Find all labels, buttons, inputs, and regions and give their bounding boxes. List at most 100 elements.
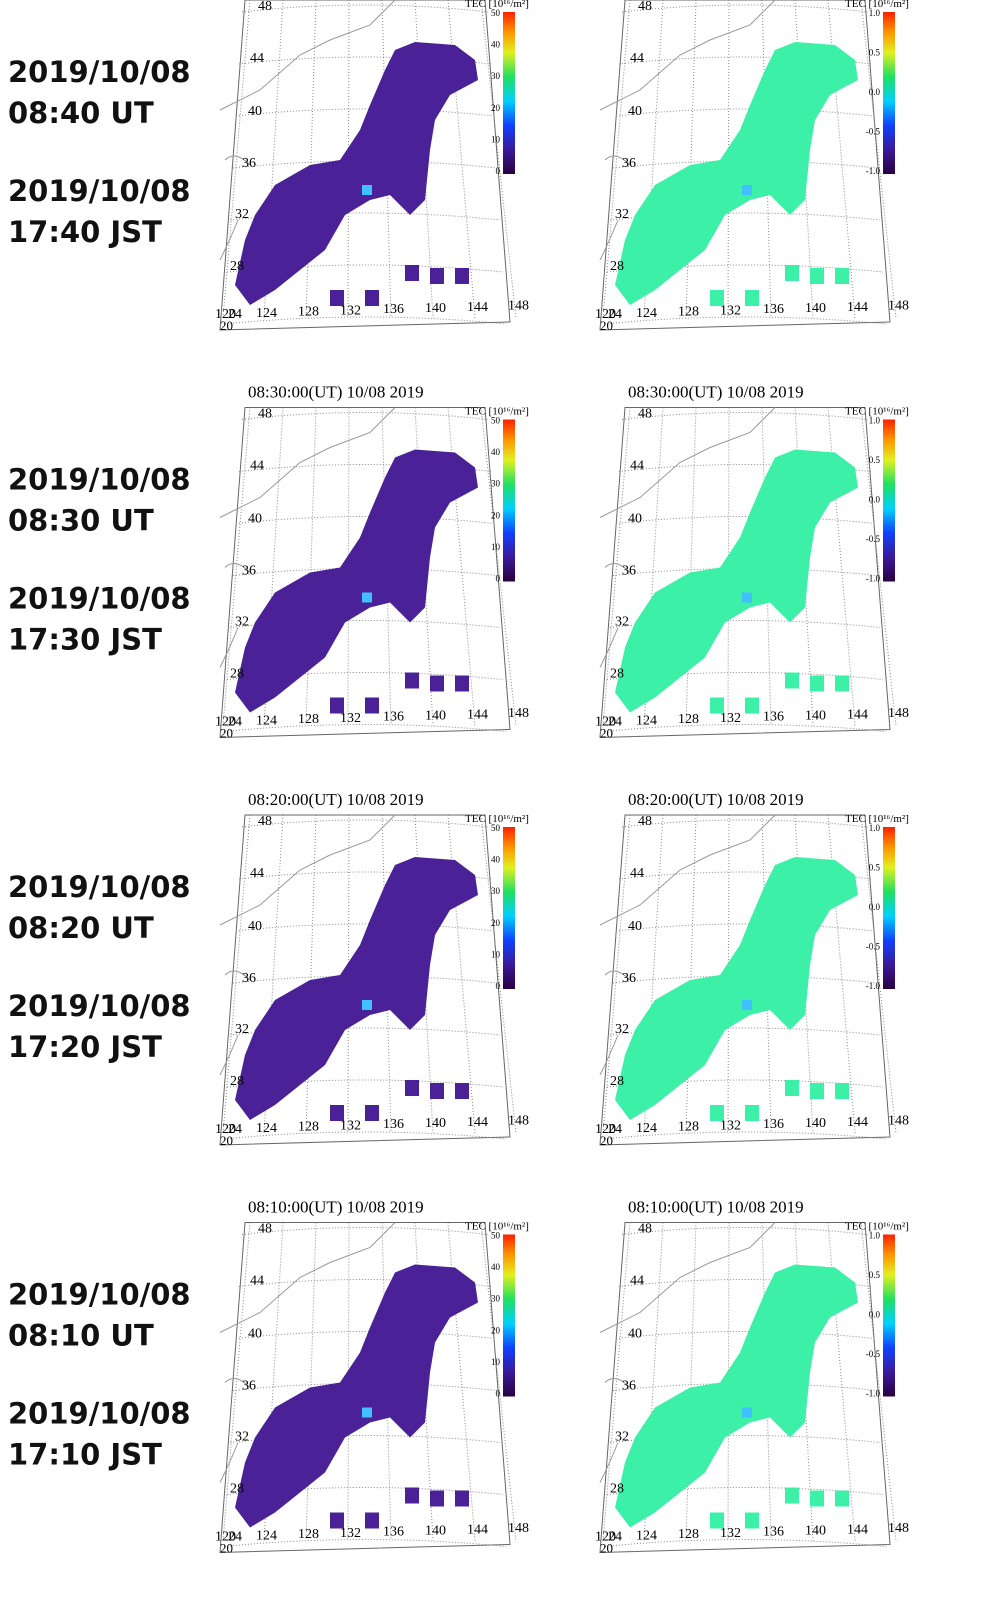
meridian	[222, 0, 251, 319]
lat-label: 20	[220, 318, 233, 333]
colorbar-tick: 50	[491, 1231, 501, 1241]
lon-label: 132	[340, 1118, 361, 1133]
lat-label: 32	[235, 1430, 249, 1445]
lat-label: 28	[230, 1482, 244, 1497]
tec-region	[615, 857, 858, 1120]
lat-label: 48	[258, 1222, 272, 1237]
tec-cell	[430, 675, 444, 692]
colorbar	[883, 1234, 895, 1397]
parallel	[606, 264, 884, 273]
tec-cell	[785, 1487, 799, 1504]
colorbar-tick: 0	[496, 166, 501, 176]
colorbar-tick: 1.0	[869, 8, 881, 18]
lat-label: 20	[600, 1133, 613, 1148]
lon-label: 132	[720, 1526, 741, 1541]
parallel	[615, 1331, 875, 1339]
colorbar-tick: 0	[496, 981, 501, 991]
tec-cell	[742, 1000, 752, 1010]
colorbar	[503, 1234, 515, 1397]
colorbar	[883, 419, 895, 582]
meridian	[263, 407, 284, 726]
parallel	[618, 1279, 872, 1287]
colorbar-tick: -0.5	[866, 534, 881, 544]
tec-map: 08:30:00(UT) 10/08 2019 48 44 40 36 32 28 24120…	[215, 383, 529, 741]
lon-label: 124	[256, 713, 277, 728]
lat-label: 28	[230, 259, 244, 274]
parallel	[609, 212, 881, 221]
time-label: 2019/10/08	[8, 1278, 191, 1312]
parallel	[241, 1227, 489, 1235]
coastline	[599, 1222, 776, 1483]
lon-label: 132	[340, 1526, 361, 1541]
tec-cell	[785, 672, 799, 689]
lat-label: 32	[235, 207, 249, 222]
colorbar-unit: TEC [10¹⁶/m²]	[465, 406, 529, 418]
tec-region	[615, 449, 858, 713]
parallel	[621, 412, 869, 420]
lat-label: 24	[608, 715, 622, 730]
tec-cell	[810, 675, 824, 692]
meridian	[480, 1222, 517, 1541]
parallel	[238, 871, 492, 880]
meridian	[447, 0, 476, 319]
colorbar-unit: TEC [10¹⁶/m²]	[465, 813, 529, 825]
colorbar-tick: 50	[491, 8, 501, 18]
colorbar-tick: 0.0	[869, 495, 881, 505]
lon-label: 144	[847, 1522, 868, 1537]
colorbar-tick: 20	[491, 103, 501, 113]
lon-label: 120	[215, 715, 236, 730]
lat-label: 36	[622, 156, 636, 171]
lat-label: 40	[248, 919, 262, 934]
lon-label: 132	[340, 303, 361, 318]
lat-label: 44	[250, 51, 264, 66]
meridian	[685, 1222, 697, 1541]
tec-cell	[362, 1000, 372, 1010]
tec-cell	[710, 697, 724, 714]
tec-cell	[330, 697, 344, 714]
coastline	[599, 0, 776, 261]
colorbar-tick: 40	[491, 855, 501, 865]
lon-label: 128	[678, 1120, 699, 1135]
colorbar-unit: TEC [10¹⁶/m²]	[845, 0, 909, 10]
parallel	[603, 1131, 887, 1140]
time-label: 2019/10/08	[8, 55, 191, 89]
lat-label: 32	[615, 615, 629, 630]
lon-label: 144	[467, 300, 488, 315]
meridian	[222, 407, 251, 726]
parallel	[235, 108, 495, 117]
lon-label: 148	[888, 1521, 909, 1536]
tec-cell	[710, 290, 724, 306]
tec-cell	[330, 290, 344, 306]
tec-region	[235, 449, 478, 713]
colorbar-tick: 0.5	[869, 863, 881, 873]
lat-label: 44	[250, 866, 264, 881]
tec-cell	[405, 1080, 419, 1096]
coastline	[599, 407, 776, 668]
lat-label: 40	[248, 104, 262, 119]
colorbar-tick: 40	[491, 447, 501, 457]
colorbar-tick: 20	[491, 918, 501, 928]
tec-cell	[742, 185, 752, 195]
colorbar-tick: 0.5	[869, 455, 881, 465]
lon-label: 136	[763, 1117, 784, 1132]
lon-label: 136	[383, 1117, 404, 1132]
lat-label: 36	[242, 156, 256, 171]
lat-label: 48	[258, 814, 272, 829]
tec-cell	[405, 265, 419, 281]
parallel	[606, 1487, 884, 1495]
meridian	[222, 1222, 251, 1541]
colorbar	[503, 419, 515, 582]
lon-label: 120	[215, 1122, 236, 1137]
lon-label: 124	[256, 1121, 277, 1136]
tec-map: 08:10:00(UT) 10/08 2019 48 44 40 36 32 28 24120…	[595, 1198, 909, 1556]
parallel	[615, 516, 875, 524]
lat-label: 48	[638, 407, 652, 422]
lat-label: 28	[610, 1074, 624, 1089]
lon-label: 120	[595, 307, 616, 322]
parallel	[229, 620, 501, 628]
lat-label: 44	[630, 1274, 644, 1289]
parallel	[226, 1487, 504, 1495]
parallel	[603, 724, 887, 732]
parallel	[621, 1227, 869, 1235]
